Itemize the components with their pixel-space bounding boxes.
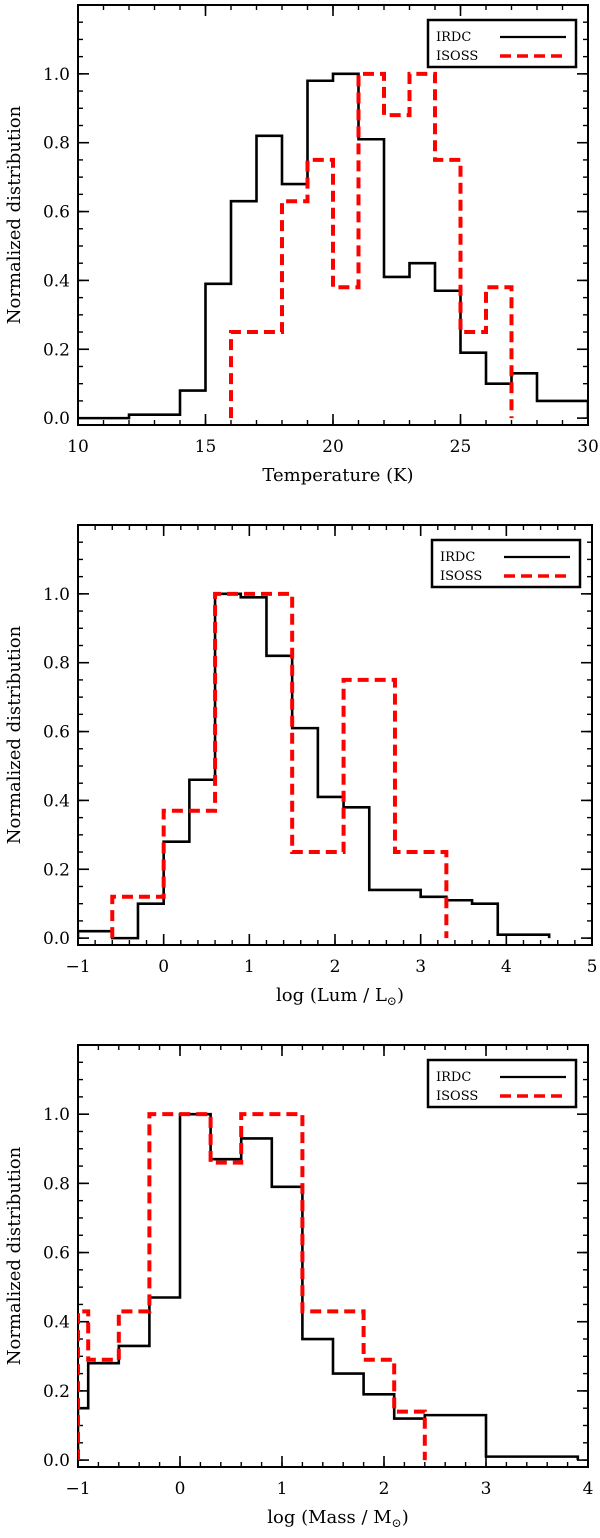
x-axis-label-suffix: ) (402, 1507, 409, 1528)
x-tick-label: 2 (379, 1479, 390, 1499)
y-tick-label: 0.2 (43, 1382, 70, 1402)
x-tick-label: −1 (65, 1479, 90, 1499)
x-tick-label: 3 (415, 957, 426, 977)
y-axis-label: Normalized distribution (4, 1146, 25, 1365)
y-tick-label: 0.4 (43, 271, 70, 291)
y-tick-label: 0.4 (43, 791, 70, 811)
x-tick-label: 4 (583, 1479, 594, 1499)
solar-symbol: ⊙ (392, 1516, 402, 1530)
y-tick-label: 0.0 (43, 1451, 70, 1471)
y-tick-label: 0.4 (43, 1313, 70, 1333)
x-tick-label: 30 (577, 437, 599, 457)
legend-box (426, 1058, 578, 1109)
legend-label-isoss: ISOSS (436, 1089, 478, 1104)
x-tick-label: 5 (587, 957, 598, 977)
x-tick-label: 4 (501, 957, 512, 977)
y-tick-label: 0.6 (43, 203, 70, 223)
series-isoss-line (78, 1112, 427, 1461)
legend-label-isoss: ISOSS (436, 49, 478, 64)
series-isoss-line (229, 71, 514, 419)
x-tick-label: 1 (277, 1479, 288, 1499)
legend-label-irdc: IRDC (436, 30, 471, 45)
x-tick-label: 0 (175, 1479, 186, 1499)
chart-panel-2: −1 0 1 2 3 4 5 0.0 0.2 0.4 0.6 0.8 1.0 log (Lum / L⊙)… (4, 524, 598, 1008)
y-tick-label: 0.0 (43, 929, 70, 949)
y-tick-label: 1.0 (43, 65, 70, 85)
chart-panel-3: −1 0 1 2 3 4 0.0 0.2 0.4 0.6 0.8 1.0 log (Mass / M⊙)… (4, 1044, 594, 1530)
x-tick-label: 15 (195, 437, 217, 457)
legend-label-irdc: IRDC (436, 1070, 471, 1085)
y-tick-label: 1.0 (43, 1105, 70, 1125)
y-tick-label: 0.2 (43, 860, 70, 880)
legend-label-isoss: ISOSS (440, 569, 482, 584)
y-tick-label: 0.6 (43, 1244, 70, 1264)
legend-label-irdc: IRDC (440, 550, 475, 565)
plot-frame (77, 1044, 589, 1468)
x-tick-label: 25 (450, 437, 472, 457)
y-tick-label: 0.6 (43, 723, 70, 743)
series-irdc-line (78, 592, 551, 940)
x-axis-label-suffix: ) (397, 985, 404, 1006)
y-tick-label: 1.0 (43, 585, 70, 605)
y-axis-label: Normalized distribution (4, 105, 25, 324)
y-tick-label: 0.2 (43, 340, 70, 360)
x-tick-label: 10 (67, 437, 89, 457)
x-axis-label: Temperature (K) (262, 465, 413, 486)
x-tick-label: 1 (244, 957, 255, 977)
y-axis-label: Normalized distribution (4, 625, 25, 844)
y-tick-label: 0.8 (43, 134, 70, 154)
x-tick-label: −1 (65, 957, 90, 977)
chart-panel-1: 10 15 20 25 30 0.0 0.2 0.4 0.6 0.8 1.0 Temperature … (4, 4, 599, 486)
x-axis-label: log (Mass / M⊙) (267, 1507, 409, 1530)
legend-box (430, 538, 582, 589)
y-tick-label: 0.8 (43, 654, 70, 674)
legend-box (426, 18, 578, 69)
series-isoss-line (110, 591, 449, 939)
series-irdc-line (78, 72, 588, 420)
series-irdc-line (78, 1112, 580, 1461)
y-tick-label: 0.0 (43, 409, 70, 429)
x-tick-label: 20 (322, 437, 344, 457)
x-tick-label: 2 (330, 957, 341, 977)
x-axis-label: log (Lum / L⊙) (276, 985, 404, 1008)
x-tick-label: 0 (158, 957, 169, 977)
solar-symbol: ⊙ (387, 994, 397, 1008)
y-tick-label: 0.8 (43, 1174, 70, 1194)
x-tick-label: 3 (481, 1479, 492, 1499)
